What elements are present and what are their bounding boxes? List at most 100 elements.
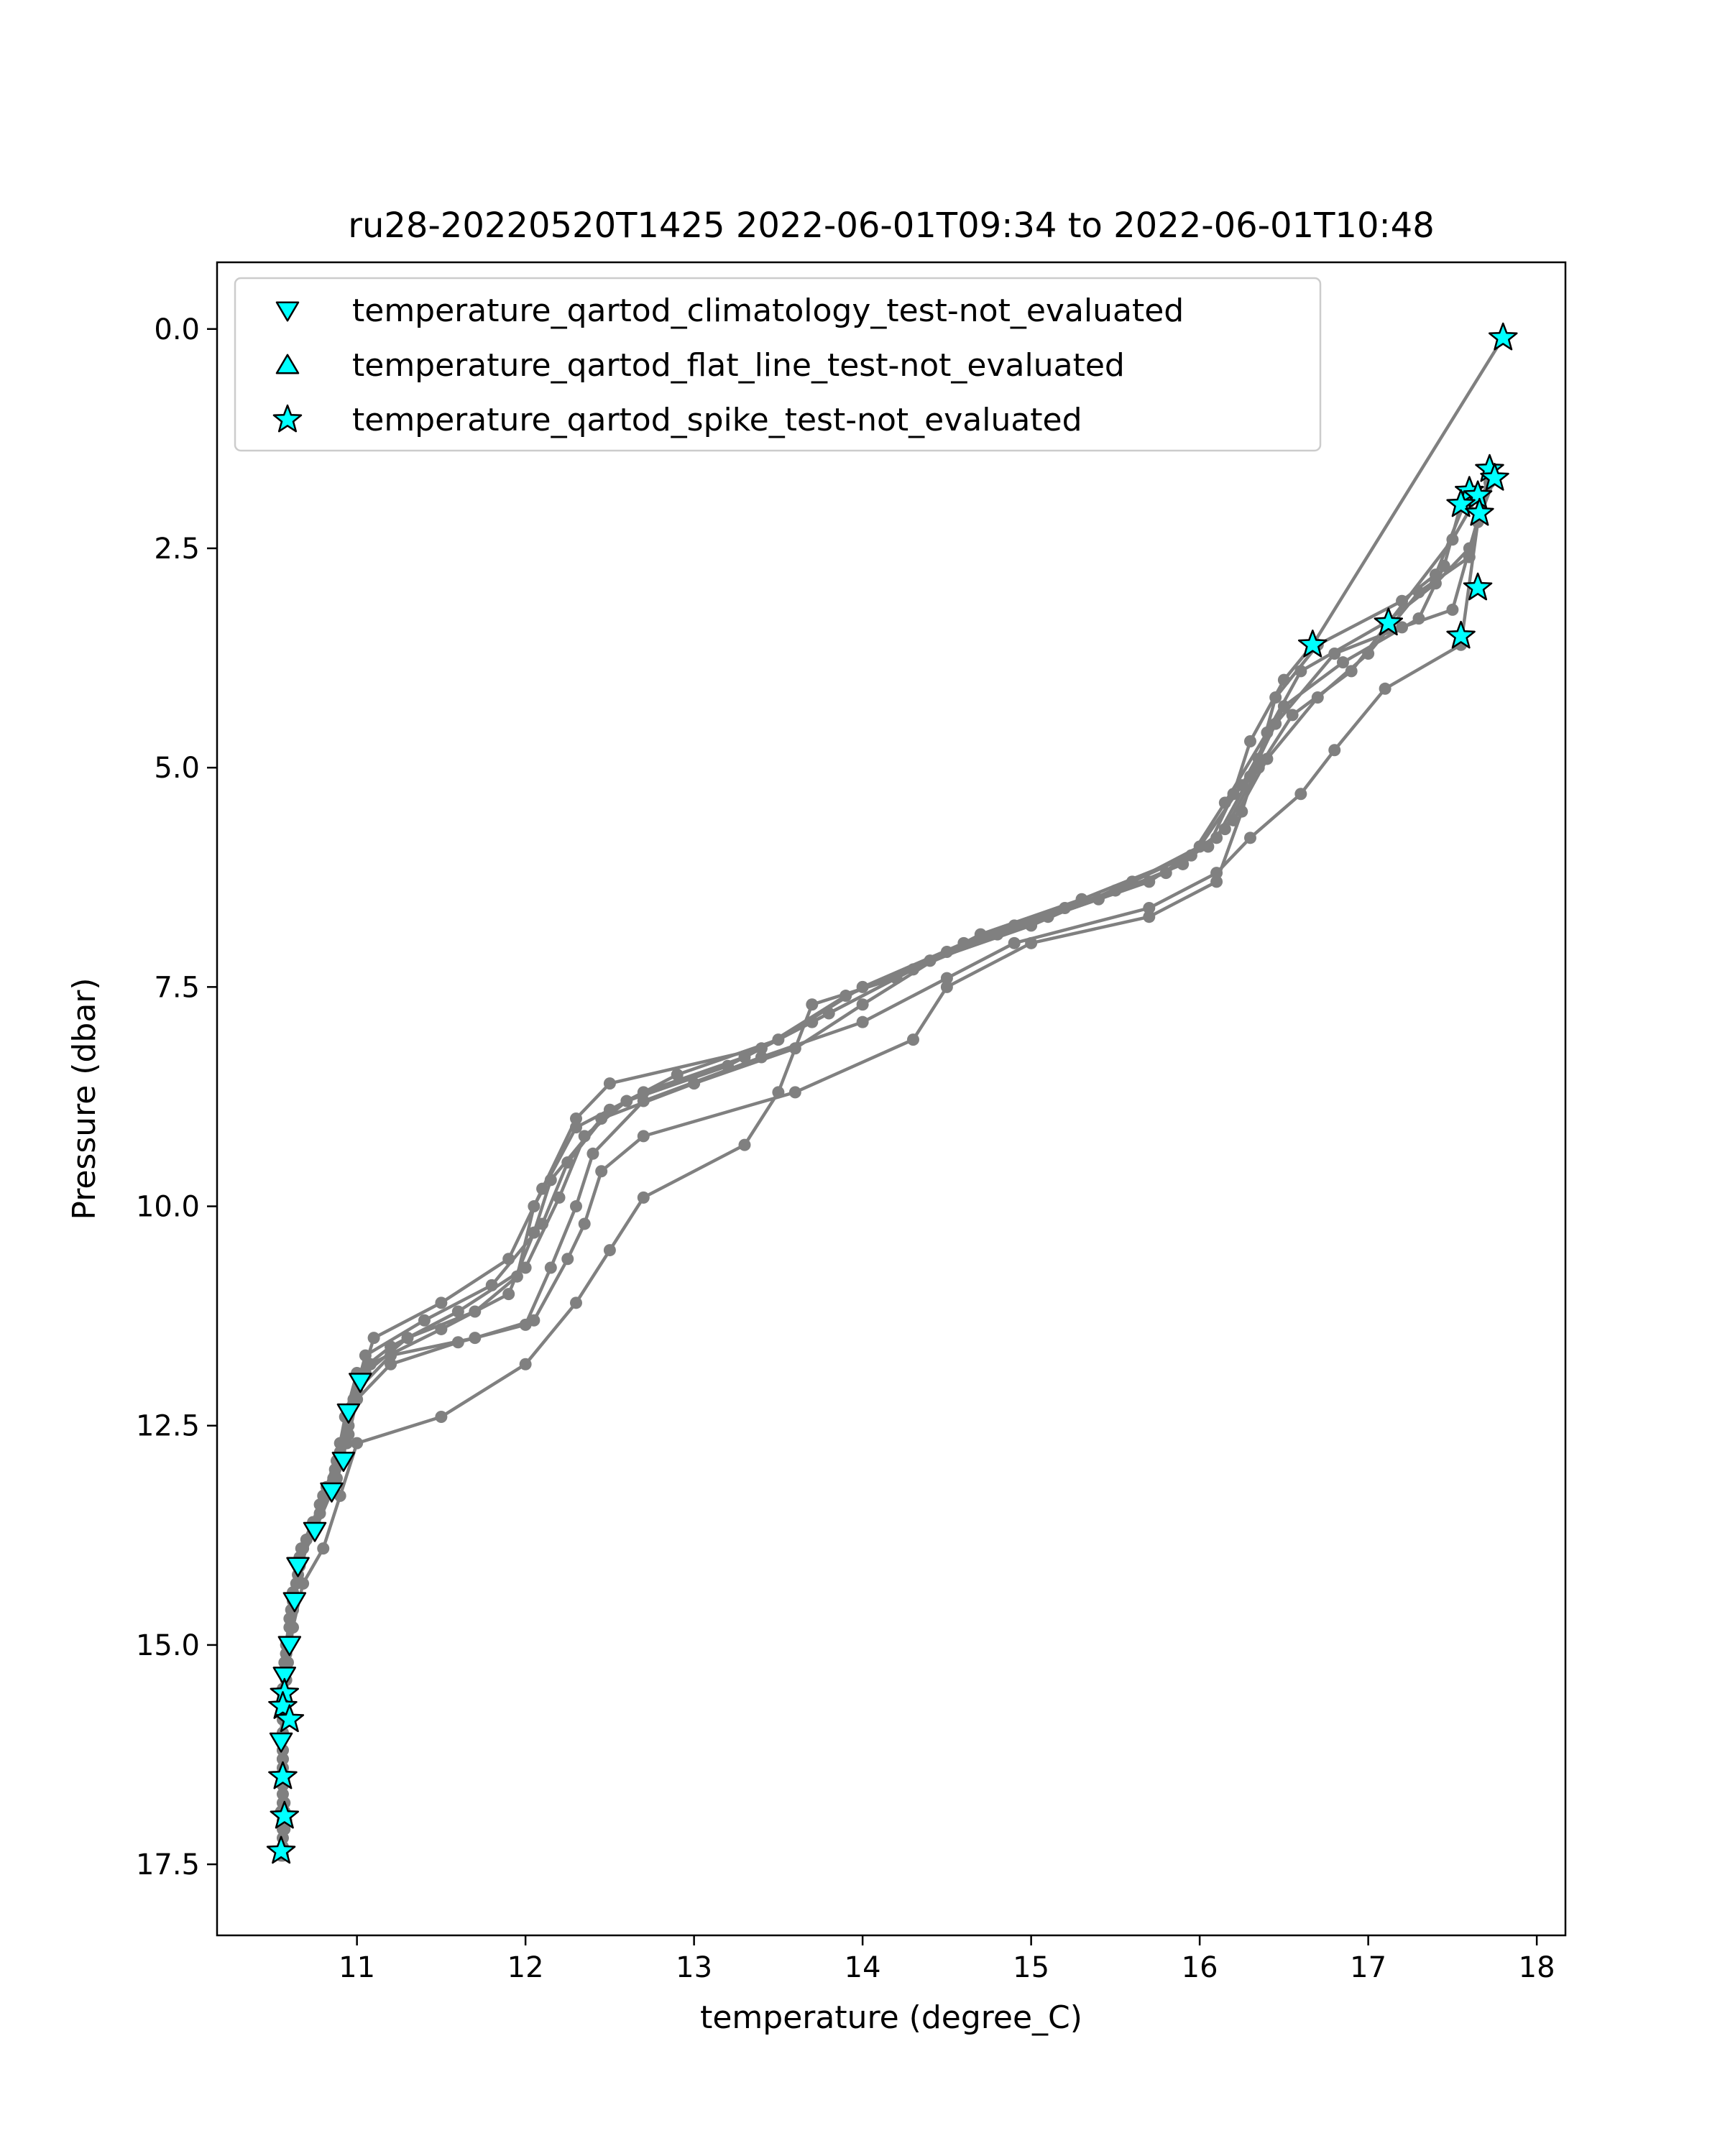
profile-point bbox=[1429, 568, 1442, 581]
spike-marker bbox=[1297, 630, 1328, 658]
climatology-marker bbox=[331, 1452, 356, 1473]
profile-point bbox=[906, 1033, 919, 1046]
climatology-marker bbox=[286, 1557, 310, 1577]
profile-point bbox=[671, 1068, 684, 1081]
profile-point bbox=[1210, 867, 1223, 880]
profile-point bbox=[1286, 709, 1299, 722]
profile-point bbox=[1336, 656, 1349, 669]
y-tick-label: 5.0 bbox=[154, 752, 200, 785]
profile-point bbox=[1184, 849, 1197, 862]
profile-point bbox=[351, 1393, 364, 1406]
profile-point bbox=[940, 980, 953, 993]
climatology-marker bbox=[272, 1667, 297, 1687]
profile-point bbox=[569, 1121, 582, 1134]
spike-marker bbox=[275, 1704, 305, 1733]
spike-marker bbox=[1446, 620, 1476, 649]
profile-point bbox=[510, 1270, 523, 1283]
profile-point bbox=[1008, 936, 1021, 949]
profile-point bbox=[502, 1288, 515, 1301]
profile-point bbox=[351, 1437, 364, 1450]
profile-point bbox=[586, 1147, 599, 1160]
profile-point bbox=[806, 998, 819, 1011]
profile-point bbox=[367, 1332, 380, 1345]
profile-point bbox=[528, 1226, 540, 1239]
x-tick-label: 16 bbox=[1182, 1951, 1218, 1984]
profile-point bbox=[519, 1358, 532, 1370]
legend-frame bbox=[234, 277, 1322, 452]
profile-point bbox=[1429, 577, 1442, 590]
x-tick-label: 15 bbox=[1013, 1951, 1049, 1984]
plot-frame bbox=[216, 261, 1567, 1937]
profile-point bbox=[451, 1305, 464, 1318]
profile-point bbox=[569, 1296, 582, 1309]
profile-point bbox=[1396, 621, 1409, 634]
profile-point bbox=[418, 1314, 431, 1327]
profile-point bbox=[561, 1253, 574, 1266]
profile-point bbox=[974, 928, 987, 941]
profile-point bbox=[1210, 875, 1223, 888]
y-tick-label: 0.0 bbox=[154, 313, 200, 346]
profile-point bbox=[1379, 682, 1392, 695]
y-tick-label: 12.5 bbox=[136, 1410, 200, 1443]
markers-layer bbox=[266, 322, 1518, 1864]
spike-marker bbox=[266, 1835, 296, 1864]
profile-point bbox=[1345, 665, 1358, 678]
profile-point bbox=[637, 1095, 650, 1107]
profile-point bbox=[1143, 901, 1156, 914]
x-tick-label: 14 bbox=[845, 1951, 881, 1984]
profile-point bbox=[1252, 752, 1265, 765]
profile-point bbox=[890, 972, 903, 985]
profile-point bbox=[1236, 805, 1248, 818]
y-axis: 0.0 2.5 5.0 7.5 10.0 12.5 15.0 17.5 bbox=[136, 313, 217, 1881]
climatology-marker bbox=[277, 1636, 302, 1657]
legend-marker-triangle-down bbox=[275, 301, 300, 322]
profile-point bbox=[788, 1086, 801, 1099]
y-tick-label: 15.0 bbox=[136, 1629, 200, 1662]
profile-point bbox=[1143, 911, 1156, 923]
profile-point bbox=[385, 1349, 397, 1362]
profile-point bbox=[1396, 594, 1409, 607]
profile-point bbox=[485, 1279, 498, 1291]
spike-marker bbox=[1480, 463, 1509, 491]
profile-point bbox=[856, 1015, 869, 1028]
profile-point bbox=[519, 1318, 532, 1331]
climatology-marker bbox=[336, 1403, 361, 1424]
legend-label: temperature_qartod_flat_line_test-not_ev… bbox=[352, 347, 1125, 384]
profile-point bbox=[385, 1358, 397, 1370]
x-axis-label: temperature (degree_C) bbox=[700, 1999, 1082, 2036]
spike-marker bbox=[268, 1761, 298, 1789]
profile-point bbox=[1328, 744, 1341, 757]
profile-point bbox=[603, 1244, 616, 1257]
profile-point bbox=[738, 1138, 751, 1151]
y-axis-label: Pressure (dbar) bbox=[66, 977, 103, 1220]
legend-label: temperature_qartod_spike_test-not_evalua… bbox=[352, 402, 1082, 438]
legend-label: temperature_qartod_climatology_test-not_… bbox=[352, 292, 1184, 329]
y-tick-label: 7.5 bbox=[154, 971, 200, 1004]
climatology-marker bbox=[269, 1732, 293, 1753]
legend-entries: temperature_qartod_climatology_test-not_… bbox=[272, 292, 1184, 438]
legend: temperature_qartod_climatology_test-not_… bbox=[234, 277, 1322, 452]
profile-point bbox=[1446, 603, 1459, 616]
y-tick-label: 2.5 bbox=[154, 533, 200, 566]
profile-point bbox=[435, 1296, 448, 1309]
profile-point bbox=[1210, 831, 1223, 844]
profile-point bbox=[327, 1472, 340, 1485]
profile-point bbox=[1269, 691, 1282, 704]
profile-point bbox=[738, 1051, 751, 1064]
legend-marker-triangle-up bbox=[275, 354, 300, 374]
profile-point bbox=[401, 1332, 414, 1345]
profile-point bbox=[856, 998, 869, 1011]
profile-point bbox=[569, 1200, 582, 1213]
spike-marker bbox=[1463, 572, 1493, 601]
spike-marker bbox=[1374, 607, 1404, 636]
profile-point bbox=[469, 1305, 482, 1318]
profile-point bbox=[755, 1051, 768, 1064]
spike-marker bbox=[1488, 322, 1518, 351]
profile-point bbox=[317, 1542, 330, 1555]
x-tick-label: 18 bbox=[1519, 1951, 1555, 1984]
profile-point bbox=[822, 1007, 835, 1020]
spike-marker bbox=[1446, 489, 1476, 517]
climatology-marker bbox=[303, 1521, 327, 1542]
profile-point bbox=[569, 1112, 582, 1125]
